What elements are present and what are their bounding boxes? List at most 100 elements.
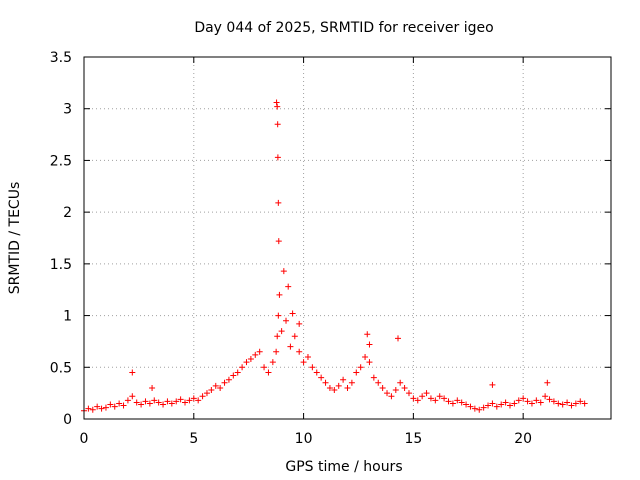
data-point xyxy=(177,396,184,403)
data-point xyxy=(146,400,153,407)
data-point xyxy=(313,369,320,376)
data-point xyxy=(506,402,513,409)
data-point xyxy=(572,400,579,407)
data-point xyxy=(449,400,456,407)
data-point xyxy=(515,397,522,404)
x-tick-label: 10 xyxy=(295,431,313,447)
data-point xyxy=(322,379,329,386)
data-point xyxy=(133,399,140,406)
data-point xyxy=(182,399,189,406)
data-point xyxy=(353,369,360,376)
data-point xyxy=(116,400,123,407)
data-point xyxy=(348,379,355,386)
gridlines xyxy=(84,57,611,419)
chart-title: Day 044 of 2025, SRMTID for receiver ige… xyxy=(194,20,493,36)
data-point xyxy=(366,359,373,366)
data-point xyxy=(94,403,101,410)
data-point xyxy=(261,364,268,371)
data-point xyxy=(252,351,259,358)
data-point xyxy=(555,400,562,407)
x-tick-label: 5 xyxy=(189,431,198,447)
data-point xyxy=(289,310,296,317)
x-axis-label: GPS time / hours xyxy=(285,459,402,475)
data-point xyxy=(221,379,228,386)
y-tick-label: 3.5 xyxy=(50,50,72,66)
data-point xyxy=(388,393,395,400)
data-point xyxy=(454,397,461,404)
data-point xyxy=(151,397,158,404)
plot-frame xyxy=(83,56,612,420)
data-point xyxy=(445,398,452,405)
data-point xyxy=(296,348,303,355)
data-point xyxy=(542,393,549,400)
data-point xyxy=(296,320,303,327)
data-point xyxy=(335,382,342,389)
data-point xyxy=(199,393,206,400)
data-point xyxy=(275,199,282,206)
data-point xyxy=(357,364,364,371)
data-point xyxy=(283,317,290,324)
data-point xyxy=(397,379,404,386)
data-point xyxy=(427,395,434,402)
data-point xyxy=(581,400,588,407)
data-point xyxy=(564,399,571,406)
data-point xyxy=(186,397,193,404)
data-point xyxy=(550,398,557,405)
data-point xyxy=(318,374,325,381)
y-tick-label: 1.5 xyxy=(50,257,72,273)
data-point xyxy=(392,387,399,394)
data-point xyxy=(160,401,167,408)
data-point xyxy=(419,393,426,400)
data-point xyxy=(287,343,294,350)
data-point xyxy=(230,372,237,379)
data-point xyxy=(120,402,127,409)
data-point xyxy=(111,403,118,410)
data-point xyxy=(129,369,136,376)
data-point xyxy=(537,399,544,406)
data-point xyxy=(502,399,509,406)
x-tick-label: 15 xyxy=(404,431,422,447)
data-point xyxy=(225,376,232,383)
y-tick-label: 1 xyxy=(63,309,72,325)
data-point xyxy=(436,393,443,400)
data-point xyxy=(395,335,402,342)
data-point xyxy=(528,400,535,407)
data-point xyxy=(432,397,439,404)
data-point xyxy=(423,390,430,397)
data-point xyxy=(243,359,250,366)
y-tick-label: 2.5 xyxy=(50,153,72,169)
data-point xyxy=(107,401,114,408)
data-point xyxy=(149,384,156,391)
data-point xyxy=(467,403,474,410)
data-point xyxy=(489,400,496,407)
data-point xyxy=(256,348,263,355)
data-point xyxy=(485,402,492,409)
data-point xyxy=(520,395,527,402)
x-tick-label: 20 xyxy=(514,431,532,447)
data-point xyxy=(274,121,281,128)
data-point xyxy=(274,154,281,161)
data-point xyxy=(273,99,280,106)
data-point xyxy=(173,398,180,405)
y-axis-label: SRMTID / TECUs xyxy=(7,182,23,295)
data-point xyxy=(533,397,540,404)
data-point xyxy=(247,356,254,363)
data-point xyxy=(546,396,553,403)
data-point xyxy=(280,268,287,275)
data-point xyxy=(275,312,282,319)
data-point xyxy=(362,353,369,360)
data-point xyxy=(366,341,373,348)
data-point xyxy=(217,384,224,391)
data-point xyxy=(559,401,566,408)
data-point xyxy=(511,400,518,407)
data-point xyxy=(489,381,496,388)
data-point xyxy=(304,353,311,360)
y-tick-label: 0.5 xyxy=(50,360,72,376)
data-points xyxy=(81,99,588,414)
data-point xyxy=(276,291,283,298)
data-point xyxy=(195,397,202,404)
data-point xyxy=(98,405,105,412)
data-point xyxy=(340,376,347,383)
data-point xyxy=(326,384,333,391)
